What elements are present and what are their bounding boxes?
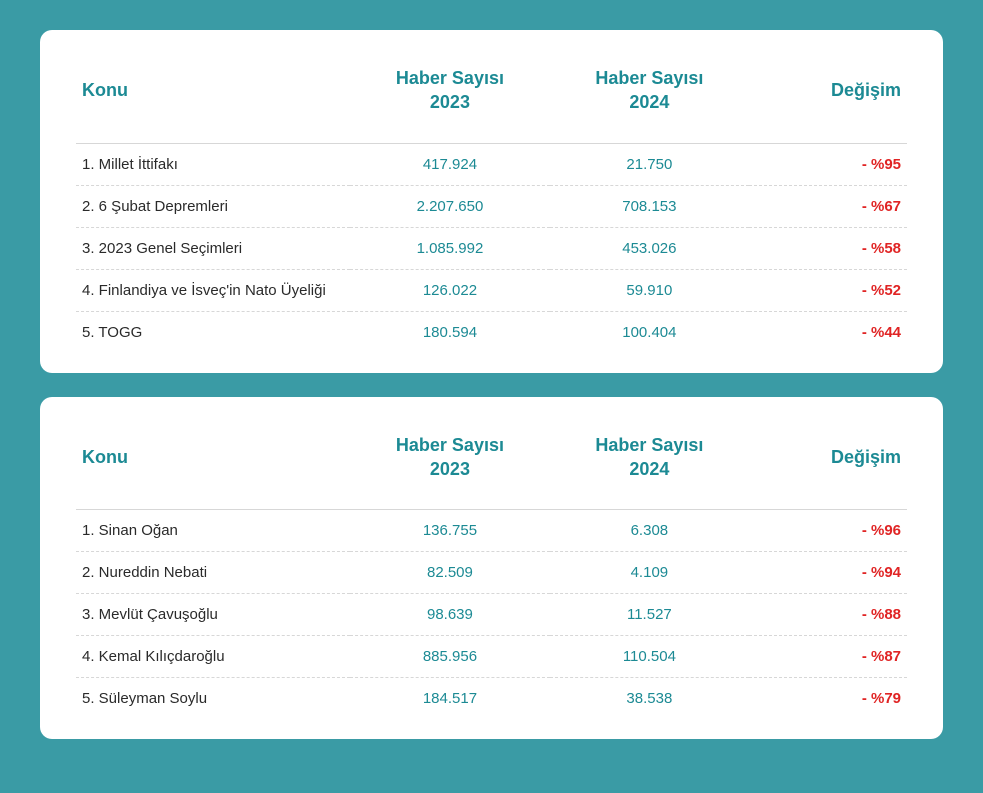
cell-topic: 2. 6 Şubat Depremleri [76, 185, 350, 227]
cell-2024: 708.153 [550, 185, 749, 227]
cell-topic: 4. Kemal Kılıçdaroğlu [76, 636, 350, 678]
table-row: 1. Sinan Oğan 136.755 6.308 - %96 [76, 510, 907, 552]
cell-change: - %67 [749, 185, 907, 227]
cell-2023: 98.639 [350, 594, 549, 636]
cell-2023: 136.755 [350, 510, 549, 552]
col-header-2023-l2: 2023 [356, 457, 543, 481]
col-header-2023-l1: Haber Sayısı [356, 433, 543, 457]
col-header-2023-l2: 2023 [356, 90, 543, 114]
table-row: 5. Süleyman Soylu 184.517 38.538 - %79 [76, 678, 907, 720]
cell-2023: 184.517 [350, 678, 549, 720]
table-card: Konu Haber Sayısı 2023 Haber Sayısı 2024… [40, 30, 943, 373]
table-row: 4. Kemal Kılıçdaroğlu 885.956 110.504 - … [76, 636, 907, 678]
table-row: 2. Nureddin Nebati 82.509 4.109 - %94 [76, 552, 907, 594]
col-header-change: Değişim [749, 425, 907, 510]
col-header-2023: Haber Sayısı 2023 [350, 58, 549, 143]
cell-change: - %79 [749, 678, 907, 720]
cell-2023: 885.956 [350, 636, 549, 678]
table-row: 5. TOGG 180.594 100.404 - %44 [76, 311, 907, 353]
col-header-2024-l2: 2024 [556, 457, 743, 481]
cell-topic: 3. Mevlüt Çavuşoğlu [76, 594, 350, 636]
cell-topic: 3. 2023 Genel Seçimleri [76, 227, 350, 269]
col-header-2023-l1: Haber Sayısı [356, 66, 543, 90]
news-table-topics: Konu Haber Sayısı 2023 Haber Sayısı 2024… [76, 58, 907, 353]
col-header-2024-l1: Haber Sayısı [556, 433, 743, 457]
cell-2024: 110.504 [550, 636, 749, 678]
cell-2023: 1.085.992 [350, 227, 549, 269]
col-header-topic: Konu [76, 425, 350, 510]
cell-topic: 1. Millet İttifakı [76, 143, 350, 185]
cell-2023: 417.924 [350, 143, 549, 185]
col-header-change: Değişim [749, 58, 907, 143]
table-card: Konu Haber Sayısı 2023 Haber Sayısı 2024… [40, 397, 943, 740]
cell-2024: 21.750 [550, 143, 749, 185]
cell-topic: 2. Nureddin Nebati [76, 552, 350, 594]
cell-change: - %58 [749, 227, 907, 269]
table-row: 3. 2023 Genel Seçimleri 1.085.992 453.02… [76, 227, 907, 269]
cell-topic: 1. Sinan Oğan [76, 510, 350, 552]
table-row: 1. Millet İttifakı 417.924 21.750 - %95 [76, 143, 907, 185]
cell-2024: 11.527 [550, 594, 749, 636]
cell-change: - %52 [749, 269, 907, 311]
table-header-row: Konu Haber Sayısı 2023 Haber Sayısı 2024… [76, 425, 907, 510]
col-header-topic: Konu [76, 58, 350, 143]
cell-topic: 4. Finlandiya ve İsveç'in Nato Üyeliği [76, 269, 350, 311]
cell-2024: 4.109 [550, 552, 749, 594]
cell-change: - %44 [749, 311, 907, 353]
cell-change: - %95 [749, 143, 907, 185]
col-header-2024-l2: 2024 [556, 90, 743, 114]
cell-2024: 59.910 [550, 269, 749, 311]
cell-2023: 2.207.650 [350, 185, 549, 227]
col-header-2024: Haber Sayısı 2024 [550, 425, 749, 510]
cell-topic: 5. TOGG [76, 311, 350, 353]
cell-2024: 100.404 [550, 311, 749, 353]
news-table-people: Konu Haber Sayısı 2023 Haber Sayısı 2024… [76, 425, 907, 720]
table-header-row: Konu Haber Sayısı 2023 Haber Sayısı 2024… [76, 58, 907, 143]
cell-2023: 180.594 [350, 311, 549, 353]
cell-2023: 82.509 [350, 552, 549, 594]
col-header-2023: Haber Sayısı 2023 [350, 425, 549, 510]
cell-change: - %88 [749, 594, 907, 636]
table-row: 4. Finlandiya ve İsveç'in Nato Üyeliği 1… [76, 269, 907, 311]
cell-topic: 5. Süleyman Soylu [76, 678, 350, 720]
table-row: 3. Mevlüt Çavuşoğlu 98.639 11.527 - %88 [76, 594, 907, 636]
table-row: 2. 6 Şubat Depremleri 2.207.650 708.153 … [76, 185, 907, 227]
cell-2023: 126.022 [350, 269, 549, 311]
col-header-2024: Haber Sayısı 2024 [550, 58, 749, 143]
cell-2024: 6.308 [550, 510, 749, 552]
cell-change: - %87 [749, 636, 907, 678]
cell-2024: 453.026 [550, 227, 749, 269]
cell-change: - %94 [749, 552, 907, 594]
cell-change: - %96 [749, 510, 907, 552]
col-header-2024-l1: Haber Sayısı [556, 66, 743, 90]
cell-2024: 38.538 [550, 678, 749, 720]
